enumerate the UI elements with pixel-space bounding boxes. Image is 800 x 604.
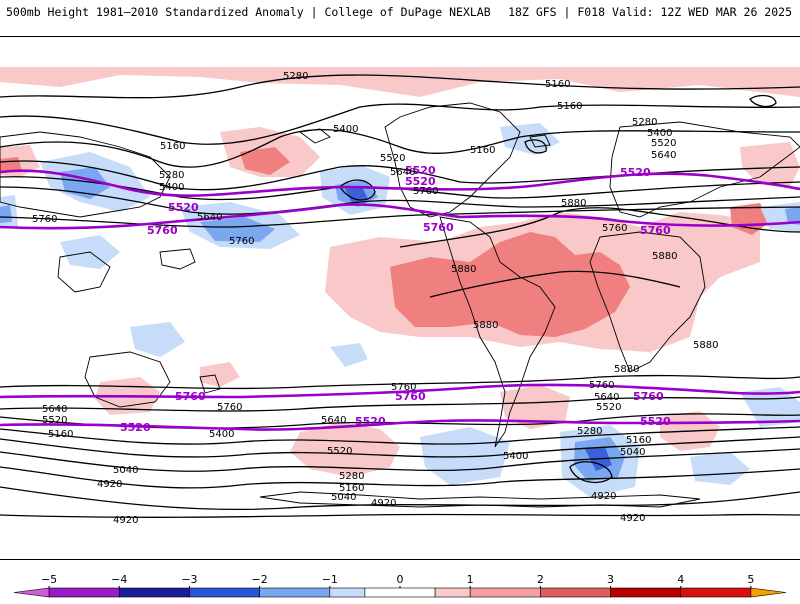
label-5640: 5640 bbox=[321, 415, 346, 426]
label-4920: 4920 bbox=[620, 513, 645, 524]
label-5520: 5520 bbox=[620, 166, 651, 179]
colorbar-segment bbox=[750, 587, 787, 598]
label-5760: 5760 bbox=[589, 380, 614, 391]
label-5760: 5760 bbox=[602, 223, 627, 234]
label-5520: 5520 bbox=[42, 415, 67, 426]
colorbar-segment bbox=[189, 587, 260, 598]
label-5640: 5640 bbox=[390, 167, 415, 178]
label-5040: 5040 bbox=[331, 492, 356, 503]
colorbar-tick-label: −2 bbox=[252, 573, 268, 586]
label-5280: 5280 bbox=[339, 471, 364, 482]
label-5760: 5760 bbox=[391, 382, 416, 393]
label-5400: 5400 bbox=[333, 124, 358, 135]
colorbar-tick-label: −4 bbox=[111, 573, 127, 586]
label-5520: 5520 bbox=[640, 415, 671, 428]
label-5760: 5760 bbox=[175, 390, 206, 403]
label-5760: 5760 bbox=[395, 390, 426, 403]
label-5880: 5880 bbox=[473, 320, 498, 331]
label-5160: 5160 bbox=[339, 483, 364, 494]
colorbar-segment bbox=[540, 587, 611, 598]
label-5880: 5880 bbox=[561, 198, 586, 209]
map-title: 500mb Height 1981–2010 Standardized Anom… bbox=[6, 5, 491, 19]
colorbar-tick-label: 3 bbox=[607, 573, 614, 586]
label-5760: 5760 bbox=[229, 236, 254, 247]
label-5640: 5640 bbox=[594, 392, 619, 403]
label-5400: 5400 bbox=[503, 451, 528, 462]
label-5520: 5520 bbox=[405, 164, 436, 177]
label-5160: 5160 bbox=[545, 79, 570, 90]
colorbar-tick-label: 2 bbox=[537, 573, 544, 586]
label-5280: 5280 bbox=[283, 71, 308, 82]
label-5400: 5400 bbox=[647, 128, 672, 139]
label-5880: 5880 bbox=[693, 340, 718, 351]
label-5160: 5160 bbox=[48, 429, 73, 440]
colorbar-tick-label: −1 bbox=[322, 573, 338, 586]
purple-contours bbox=[0, 169, 800, 431]
label-5520: 5520 bbox=[380, 153, 405, 164]
colorbar-segment bbox=[48, 587, 120, 598]
label-5280: 5280 bbox=[159, 170, 184, 181]
label-5880: 5880 bbox=[614, 364, 639, 375]
colorbar-segment bbox=[329, 587, 366, 598]
label-5520: 5520 bbox=[327, 446, 352, 457]
label-5760: 5760 bbox=[413, 186, 438, 197]
label-5520: 5520 bbox=[355, 415, 386, 428]
colorbar-segment bbox=[680, 587, 752, 598]
colorbar-segment bbox=[13, 587, 50, 598]
label-5880: 5880 bbox=[451, 264, 476, 275]
colorbar-svg: −5 −4 −3 −2 −1 0 1 2 3 4 5 bbox=[13, 573, 787, 598]
label-5520: 5520 bbox=[120, 421, 151, 434]
label-5520: 5520 bbox=[405, 175, 436, 188]
label-5760: 5760 bbox=[633, 390, 664, 403]
coastlines bbox=[0, 102, 800, 508]
map-canvas: 5520 5520 5520 5520 5760 5760 5760 5760 … bbox=[0, 67, 800, 526]
colorbar-tick-label: 4 bbox=[677, 573, 684, 586]
colorbar-tick-label: −3 bbox=[181, 573, 197, 586]
label-5160: 5160 bbox=[557, 101, 582, 112]
label-5640: 5640 bbox=[42, 404, 67, 415]
label-5160: 5160 bbox=[470, 145, 495, 156]
label-5160: 5160 bbox=[626, 435, 651, 446]
header: 500mb Height 1981–2010 Standardized Anom… bbox=[0, 0, 800, 22]
label-5520: 5520 bbox=[596, 402, 621, 413]
map-panel: 5520 5520 5520 5520 5760 5760 5760 5760 … bbox=[0, 36, 800, 560]
label-5400: 5400 bbox=[209, 429, 234, 440]
colorbar-segment bbox=[118, 587, 190, 598]
label-5400: 5400 bbox=[159, 182, 184, 193]
label-5280: 5280 bbox=[577, 426, 602, 437]
label-4920: 4920 bbox=[97, 479, 122, 490]
colorbar-tick-label: 0 bbox=[397, 573, 404, 586]
colorbar-segment bbox=[364, 587, 436, 598]
run-info: 18Z GFS | F018 Valid: 12Z WED MAR 26 202… bbox=[508, 5, 792, 19]
purple-contour-labels: 5520 5520 5520 5520 5760 5760 5760 5760 … bbox=[120, 164, 671, 434]
label-5760: 5760 bbox=[32, 214, 57, 225]
label-5040: 5040 bbox=[113, 465, 138, 476]
colorbar-segment bbox=[434, 587, 471, 598]
label-5640: 5640 bbox=[197, 212, 222, 223]
label-5760: 5760 bbox=[147, 224, 178, 237]
colorbar: −5 −4 −3 −2 −1 0 1 2 3 4 5 bbox=[0, 570, 800, 600]
label-5760: 5760 bbox=[640, 224, 671, 237]
colorbar-tick-label: 1 bbox=[467, 573, 474, 586]
colorbar-segment bbox=[469, 587, 541, 598]
label-5280: 5280 bbox=[632, 117, 657, 128]
colorbar-segment bbox=[610, 587, 682, 598]
colorbar-segment bbox=[259, 587, 331, 598]
label-5520: 5520 bbox=[168, 201, 199, 214]
colorbar-tick-label: 5 bbox=[747, 573, 754, 586]
label-5760: 5760 bbox=[217, 402, 242, 413]
black-contour-labels: 5280 5160 5160 5280 5400 5520 5640 5160 … bbox=[32, 71, 718, 526]
label-5040: 5040 bbox=[620, 447, 645, 458]
label-5880: 5880 bbox=[652, 251, 677, 262]
label-4920: 4920 bbox=[371, 498, 396, 509]
colorbar-tick-label: −5 bbox=[41, 573, 57, 586]
label-4920: 4920 bbox=[113, 515, 138, 526]
label-5640: 5640 bbox=[651, 150, 676, 161]
label-5160: 5160 bbox=[160, 141, 185, 152]
label-5760: 5760 bbox=[423, 221, 454, 234]
label-5520: 5520 bbox=[651, 138, 676, 149]
height-contours bbox=[0, 74, 800, 518]
label-4920: 4920 bbox=[591, 491, 616, 502]
